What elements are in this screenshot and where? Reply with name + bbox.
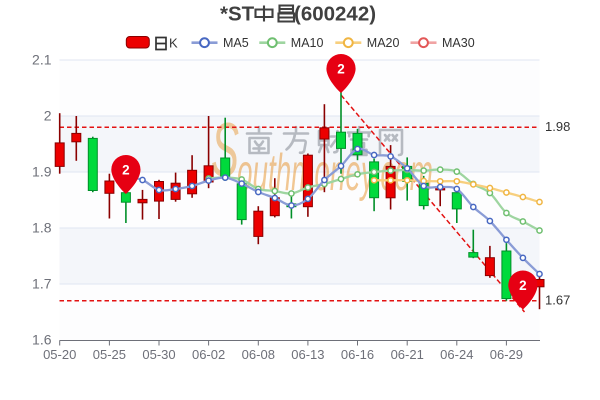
svg-text:2.1: 2.1 <box>32 52 52 68</box>
svg-text:05-25: 05-25 <box>93 347 126 362</box>
svg-text:1.98: 1.98 <box>545 119 570 134</box>
svg-text:MA10: MA10 <box>291 36 324 50</box>
svg-text:2: 2 <box>122 162 130 177</box>
svg-text:06-21: 06-21 <box>391 347 424 362</box>
svg-text:outhmoney.com: outhmoney.com <box>237 144 433 202</box>
svg-text:MA5: MA5 <box>223 36 249 50</box>
svg-text:1.67: 1.67 <box>545 292 570 307</box>
svg-text:06-24: 06-24 <box>440 347 473 362</box>
svg-text:06-29: 06-29 <box>490 347 523 362</box>
svg-text:05-30: 05-30 <box>142 347 175 362</box>
svg-text:MA30: MA30 <box>442 36 475 50</box>
svg-text:MA20: MA20 <box>367 36 400 50</box>
svg-text:K: K <box>169 36 178 51</box>
svg-text:06-13: 06-13 <box>291 347 324 362</box>
svg-text:1.7: 1.7 <box>32 276 52 292</box>
svg-text:05-20: 05-20 <box>43 347 76 362</box>
svg-text:06-16: 06-16 <box>341 347 374 362</box>
svg-text:06-08: 06-08 <box>242 347 275 362</box>
svg-text:2: 2 <box>519 278 527 293</box>
svg-text:1.9: 1.9 <box>32 164 52 180</box>
svg-text:2: 2 <box>337 61 345 76</box>
svg-text:(600242): (600242) <box>294 3 376 26</box>
svg-text:06-02: 06-02 <box>192 347 225 362</box>
svg-text:*ST: *ST <box>220 3 255 26</box>
svg-text:1.8: 1.8 <box>32 220 52 236</box>
svg-text:2: 2 <box>44 108 52 124</box>
svg-text:1.6: 1.6 <box>32 332 52 348</box>
